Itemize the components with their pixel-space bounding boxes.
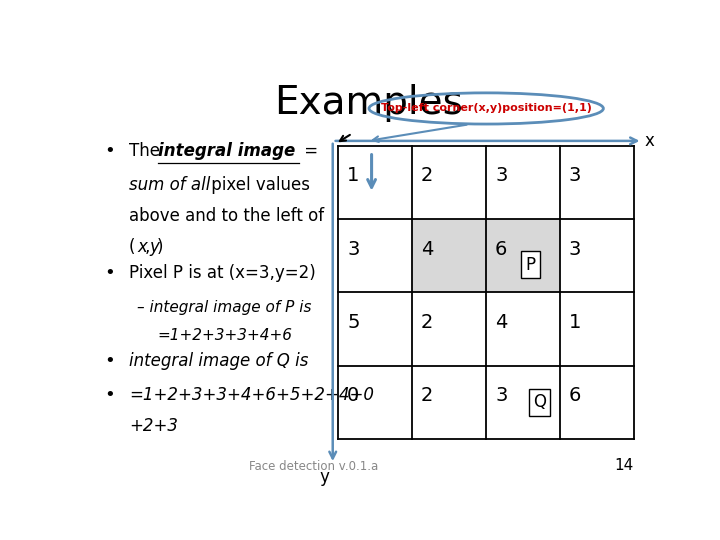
Text: 3: 3	[569, 240, 581, 259]
Bar	[486, 219, 560, 293]
Text: 3: 3	[495, 166, 508, 185]
Text: 6: 6	[569, 386, 581, 405]
Text: 4: 4	[495, 313, 508, 332]
Text: ): )	[157, 238, 163, 256]
Text: P: P	[526, 255, 536, 274]
Text: 2: 2	[421, 166, 433, 185]
Text: •: •	[104, 265, 114, 282]
Text: =: =	[300, 141, 318, 160]
Text: integral image: integral image	[158, 141, 295, 160]
Text: 2: 2	[421, 313, 433, 332]
Text: •: •	[104, 386, 114, 404]
Text: Face detection v.0.1.a: Face detection v.0.1.a	[248, 460, 378, 473]
Text: Examples: Examples	[274, 84, 464, 122]
Text: ,: ,	[145, 238, 150, 256]
Text: 14: 14	[615, 458, 634, 473]
Text: Pixel P is at (x=3,y=2): Pixel P is at (x=3,y=2)	[129, 265, 316, 282]
Text: pixel values: pixel values	[206, 176, 310, 194]
Text: 1: 1	[347, 166, 359, 185]
Text: 0: 0	[347, 386, 359, 405]
Text: 5: 5	[347, 313, 360, 332]
Text: •: •	[104, 141, 114, 160]
Text: 3: 3	[569, 166, 581, 185]
Text: 4: 4	[421, 240, 433, 259]
Text: =1+2+3+3+4+6+5+2+4+0: =1+2+3+3+4+6+5+2+4+0	[129, 386, 374, 404]
Text: 1: 1	[569, 313, 581, 332]
Text: 2: 2	[421, 386, 433, 405]
Text: 3: 3	[347, 240, 359, 259]
Text: – integral image of P is: – integral image of P is	[138, 300, 312, 315]
Bar	[413, 219, 486, 293]
Text: The: The	[129, 141, 166, 160]
Text: =1+2+3+3+4+6: =1+2+3+3+4+6	[157, 328, 292, 343]
Text: Top-left corner(x,y)position=(1,1): Top-left corner(x,y)position=(1,1)	[381, 103, 592, 113]
Text: x: x	[644, 132, 654, 150]
Text: 3: 3	[495, 386, 508, 405]
Text: integral image of Q is: integral image of Q is	[129, 352, 308, 370]
Text: y: y	[320, 468, 329, 486]
Text: Q: Q	[533, 393, 546, 411]
Text: •: •	[104, 352, 114, 370]
Text: +2+3: +2+3	[129, 417, 178, 435]
Text: (: (	[129, 238, 135, 256]
Text: sum of all: sum of all	[129, 176, 210, 194]
Text: 6: 6	[495, 240, 508, 259]
Text: x: x	[138, 238, 148, 256]
Text: above and to the left of: above and to the left of	[129, 207, 324, 225]
Text: y: y	[150, 238, 160, 256]
